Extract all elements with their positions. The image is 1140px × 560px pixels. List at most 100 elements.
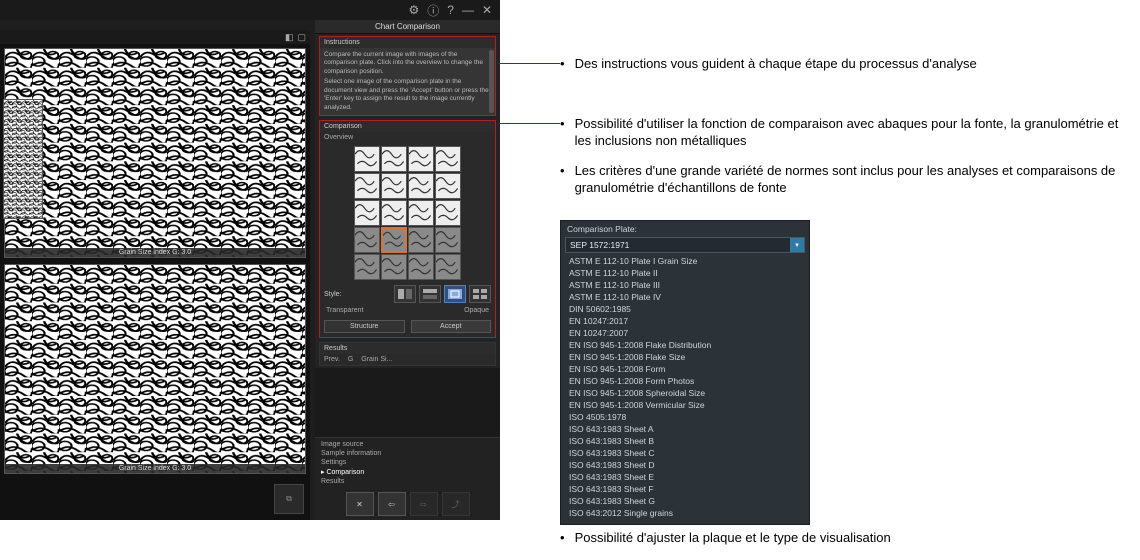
- layout-full-icon[interactable]: ▢: [297, 32, 306, 43]
- dropdown-option[interactable]: ISO 643:1983 Sheet G: [565, 495, 805, 507]
- grain-pattern-icon: [5, 265, 305, 473]
- info-icon[interactable]: ⓘ: [427, 2, 439, 19]
- dropdown-option[interactable]: ASTM E 112-10 Plate IV: [565, 291, 805, 303]
- comparison-cell[interactable]: [408, 227, 434, 253]
- workflow-step[interactable]: Results: [321, 477, 494, 486]
- dropdown-option[interactable]: ISO 4505:1978: [565, 411, 805, 423]
- comparison-cell[interactable]: [381, 173, 407, 199]
- dropdown-option[interactable]: EN ISO 945-1:2008 Form Photos: [565, 375, 805, 387]
- overview-label: Overview: [320, 132, 495, 143]
- style-option-1[interactable]: [394, 285, 416, 303]
- back-button[interactable]: ⇦: [378, 492, 406, 516]
- comparison-cell[interactable]: [408, 254, 434, 280]
- layout-split-icon[interactable]: ◧: [285, 32, 294, 43]
- dropdown-option[interactable]: ASTM E 112-10 Plate II: [565, 267, 805, 279]
- dropdown-option[interactable]: ISO 643:1983 Sheet D: [565, 459, 805, 471]
- results-block: Results Prev. G Grain Si...: [319, 342, 496, 366]
- comparison-cell[interactable]: [435, 146, 461, 172]
- comparison-cell[interactable]: [435, 200, 461, 226]
- dropdown-option[interactable]: DIN 50602:1985: [565, 303, 805, 315]
- app-titlebar: ⚙ ⓘ ? — ✕: [0, 0, 500, 20]
- bullet-dot: •: [560, 55, 565, 73]
- style-option-3[interactable]: [444, 285, 466, 303]
- dropdown-option[interactable]: EN ISO 945-1:2008 Flake Distribution: [565, 339, 805, 351]
- comparison-grid[interactable]: [320, 143, 495, 283]
- comparison-cell[interactable]: [408, 200, 434, 226]
- dropdown-option[interactable]: EN 10247:2007: [565, 327, 805, 339]
- comparison-cell[interactable]: [354, 227, 380, 253]
- dropdown-option[interactable]: ISO 643:1983 Sheet C: [565, 447, 805, 459]
- comparison-cell[interactable]: [381, 227, 407, 253]
- dropdown-option[interactable]: EN ISO 945-1:2008 Spheroidal Size: [565, 387, 805, 399]
- gear-icon[interactable]: ⚙: [408, 3, 419, 17]
- comparison-cell[interactable]: [435, 254, 461, 280]
- style-option-2[interactable]: [419, 285, 441, 303]
- opacity-row: Transparent Opaque: [320, 305, 495, 316]
- accept-button[interactable]: Accept: [411, 320, 492, 333]
- style-row: Style:: [320, 283, 495, 305]
- arrow-right-icon: ⇨: [420, 500, 427, 509]
- workflow-step[interactable]: Image source: [321, 440, 494, 449]
- comparison-cell[interactable]: [381, 200, 407, 226]
- comparison-plate-dropdown: Comparison Plate: SEP 1572:1971 ▾ ASTM E…: [560, 220, 810, 525]
- cancel-button[interactable]: ✕: [346, 492, 374, 516]
- dropdown-option[interactable]: ISO 643:1983 Sheet A: [565, 423, 805, 435]
- bullet-2: •Possibilité d'utiliser la fonction de c…: [560, 115, 1120, 150]
- dropdown-option[interactable]: ISO 643:1983 Sheet E: [565, 471, 805, 483]
- arrow-left-icon: ⇦: [388, 500, 395, 509]
- help-icon[interactable]: ?: [447, 3, 454, 17]
- workflow-steps-list: Image sourceSample informationSettingsCo…: [315, 437, 500, 488]
- dropdown-option[interactable]: SEP 1520:1998 1000x Carbide Network CN: [565, 519, 805, 520]
- dropdown-option[interactable]: EN 10247:2017: [565, 315, 805, 327]
- bullet-3: •Les critères d'une grande variété de no…: [560, 162, 1120, 197]
- dropdown-option[interactable]: EN ISO 945-1:2008 Flake Size: [565, 351, 805, 363]
- bullet-4: •Possibilité d'ajuster la plaque et le t…: [560, 530, 1120, 545]
- micrograph-bottom[interactable]: Grain Size index G: 3.0: [4, 264, 306, 474]
- comparison-cell[interactable]: [381, 146, 407, 172]
- workflow-step[interactable]: Sample information: [321, 449, 494, 458]
- workflow-step[interactable]: Settings: [321, 458, 494, 467]
- dropdown-option[interactable]: EN ISO 945-1:2008 Vermicular Size: [565, 399, 805, 411]
- app-window: ⚙ ⓘ ? — ✕ ◧ ▢ Grain Size index G:: [0, 0, 500, 520]
- comparison-cell[interactable]: [354, 146, 380, 172]
- dropdown-option[interactable]: ISO 643:2012 Single grains: [565, 507, 805, 519]
- instructions-line1: Compare the current image with images of…: [324, 51, 491, 76]
- bullet-list: •Des instructions vous guident à chaque …: [560, 55, 1120, 209]
- chevron-down-icon: ▾: [790, 238, 804, 252]
- comparison-cell[interactable]: [408, 173, 434, 199]
- micrograph-top[interactable]: Grain Size index G: 3.0: [4, 48, 306, 258]
- structure-button[interactable]: Structure: [324, 320, 405, 333]
- comparison-cell[interactable]: [354, 173, 380, 199]
- close-icon[interactable]: ✕: [482, 3, 492, 17]
- micrograph-top-caption: Grain Size index G: 3.0: [5, 248, 305, 257]
- dropdown-select[interactable]: SEP 1572:1971 ▾: [565, 237, 805, 253]
- comparison-cell[interactable]: [354, 254, 380, 280]
- comparison-cell[interactable]: [381, 254, 407, 280]
- comparison-cell[interactable]: [408, 146, 434, 172]
- finish-button[interactable]: ⤴: [442, 492, 470, 516]
- dropdown-option-list[interactable]: ASTM E 112-10 Plate I Grain SizeASTM E 1…: [565, 255, 805, 520]
- dropdown-option[interactable]: ASTM E 112-10 Plate III: [565, 279, 805, 291]
- dropdown-option[interactable]: ISO 643:1983 Sheet F: [565, 483, 805, 495]
- style-option-4[interactable]: [469, 285, 491, 303]
- comparison-cell[interactable]: [354, 200, 380, 226]
- dropdown-option[interactable]: EN ISO 945-1:2008 Form: [565, 363, 805, 375]
- micrograph-side-strip: [3, 99, 43, 219]
- dropdown-selected-value: SEP 1572:1971: [566, 238, 790, 252]
- comparison-cell[interactable]: [435, 227, 461, 253]
- callout-line-1: [498, 63, 560, 64]
- instructions-header: Instructions: [320, 37, 495, 48]
- viewer-corner-button[interactable]: ⧉: [274, 484, 304, 514]
- results-header: Results: [320, 343, 495, 354]
- comparison-cell[interactable]: [435, 173, 461, 199]
- minimize-icon[interactable]: —: [462, 3, 474, 17]
- dropdown-option[interactable]: ASTM E 112-10 Plate I Grain Size: [565, 255, 805, 267]
- x-icon: ✕: [356, 500, 363, 509]
- chart-comparison-panel: Chart Comparison Instructions Compare th…: [315, 20, 500, 520]
- results-prev: Prev.: [324, 356, 340, 363]
- workflow-step[interactable]: Comparison: [321, 467, 494, 477]
- forward-button[interactable]: ⇨: [410, 492, 438, 516]
- image-viewer-pane: ◧ ▢ Grain Size index G: 3.0 Gra: [0, 30, 310, 520]
- dropdown-option[interactable]: ISO 643:1983 Sheet B: [565, 435, 805, 447]
- bottom-button-row: ✕ ⇦ ⇨ ⤴: [315, 488, 500, 520]
